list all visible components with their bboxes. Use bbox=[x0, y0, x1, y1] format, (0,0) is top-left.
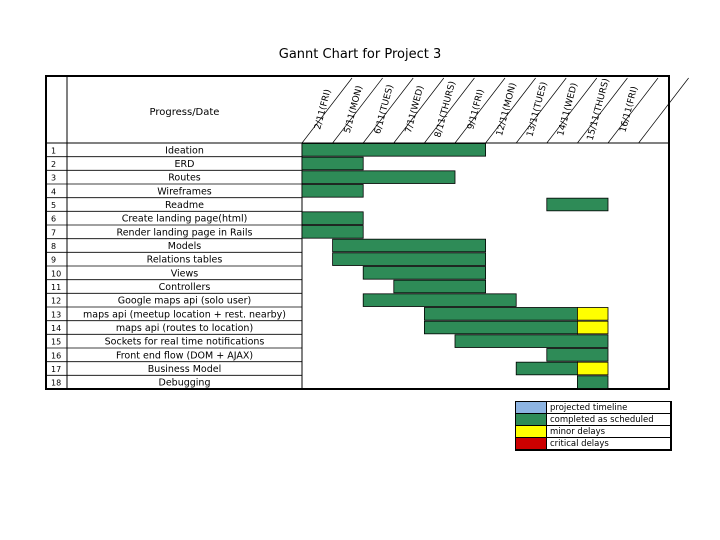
task-bar-completed bbox=[577, 375, 609, 389]
legend-item: critical delays bbox=[516, 438, 670, 449]
task-number: 11 bbox=[51, 283, 61, 292]
date-separator bbox=[485, 77, 536, 144]
task-number: 12 bbox=[51, 297, 61, 306]
legend-item: completed as scheduled bbox=[516, 414, 670, 426]
task-number: 17 bbox=[51, 365, 61, 374]
task-name: Views bbox=[171, 268, 199, 279]
task-bar-completed bbox=[546, 348, 609, 362]
task-name: maps api (routes to location) bbox=[116, 323, 253, 334]
task-number: 14 bbox=[51, 324, 61, 333]
date-separator bbox=[454, 77, 506, 144]
legend-item: projected timeline bbox=[516, 402, 670, 414]
task-number: 13 bbox=[51, 310, 61, 319]
task-bar-minor bbox=[577, 320, 609, 335]
task-number: 2 bbox=[51, 160, 56, 169]
task-bar-completed bbox=[515, 361, 578, 376]
task-name: ERD bbox=[175, 159, 195, 170]
task-name: Readme bbox=[165, 200, 204, 211]
task-bar-completed bbox=[332, 252, 487, 266]
task-number: 7 bbox=[51, 228, 56, 237]
date-separator bbox=[607, 77, 659, 144]
legend-item: minor delays bbox=[516, 426, 670, 438]
task-bar-completed bbox=[301, 184, 364, 198]
task-bar-completed bbox=[362, 293, 517, 307]
task-number: 10 bbox=[51, 269, 61, 278]
task-name: Google maps api (solo user) bbox=[118, 296, 251, 307]
task-name: Ideation bbox=[165, 145, 204, 156]
chart-title: Gannt Chart for Project 3 bbox=[278, 47, 442, 62]
task-bar-completed bbox=[423, 307, 578, 321]
task-name: Debugging bbox=[159, 378, 211, 389]
task-name: Routes bbox=[168, 173, 201, 184]
task-number: 5 bbox=[51, 201, 56, 210]
task-name: Business Model bbox=[148, 364, 221, 375]
task-bar-minor bbox=[577, 361, 609, 376]
legend-label: completed as scheduled bbox=[550, 414, 654, 425]
date-separator bbox=[638, 77, 689, 144]
task-name: Wireframes bbox=[157, 186, 212, 197]
task-number: 1 bbox=[51, 146, 56, 155]
legend-swatch bbox=[516, 426, 547, 437]
task-bar-completed bbox=[393, 279, 486, 294]
legend-label: projected timeline bbox=[550, 402, 628, 413]
task-number: 3 bbox=[51, 174, 56, 183]
task-name: maps api (meetup location + rest. nearby… bbox=[83, 309, 286, 320]
date-separator bbox=[424, 77, 475, 144]
legend-swatch bbox=[516, 438, 547, 449]
date-separator bbox=[362, 77, 414, 144]
task-number: 18 bbox=[51, 379, 61, 388]
task-bar-completed bbox=[423, 320, 578, 335]
task-number: 9 bbox=[51, 256, 56, 265]
legend-label: minor delays bbox=[550, 426, 606, 437]
task-name: Front end flow (DOM + AJAX) bbox=[116, 350, 253, 361]
date-separator bbox=[332, 77, 383, 144]
legend: projected timeline completed as scheduled… bbox=[515, 401, 672, 451]
task-bar-completed bbox=[301, 225, 364, 239]
task-number: 4 bbox=[51, 187, 56, 196]
task-bar-minor bbox=[577, 307, 609, 321]
task-number: 8 bbox=[51, 242, 56, 251]
task-bar-completed bbox=[362, 266, 487, 280]
date-separator bbox=[393, 77, 445, 144]
task-name: Create landing page(html) bbox=[122, 214, 248, 225]
task-name: Sockets for real time notifications bbox=[105, 337, 265, 348]
task-number: 16 bbox=[51, 351, 61, 360]
legend-swatch bbox=[516, 414, 547, 425]
task-bar-completed bbox=[454, 334, 609, 348]
task-bar-completed bbox=[301, 170, 456, 184]
date-separator bbox=[546, 77, 598, 144]
legend-swatch bbox=[516, 402, 547, 413]
task-bar-completed bbox=[332, 238, 487, 253]
date-separator bbox=[301, 77, 353, 144]
date-separator bbox=[577, 77, 628, 144]
task-bar-completed bbox=[301, 143, 487, 157]
task-bar-completed bbox=[546, 197, 609, 212]
date-separator bbox=[515, 77, 567, 144]
gantt-chart: Progress/Date 2/11(FRI) 5/11(MON) 6/11(TUES… bbox=[45, 75, 689, 390]
task-name: Controllers bbox=[159, 282, 211, 293]
task-number: 15 bbox=[51, 338, 61, 347]
task-name: Models bbox=[168, 241, 202, 252]
progress-date-header: Progress/Date bbox=[150, 107, 220, 118]
task-name: Render landing page in Rails bbox=[117, 227, 253, 238]
task-name: Relations tables bbox=[147, 255, 223, 266]
task-number: 6 bbox=[51, 215, 56, 224]
legend-label: critical delays bbox=[550, 438, 609, 449]
task-bar-completed bbox=[301, 211, 364, 225]
task-bar-completed bbox=[301, 156, 364, 171]
